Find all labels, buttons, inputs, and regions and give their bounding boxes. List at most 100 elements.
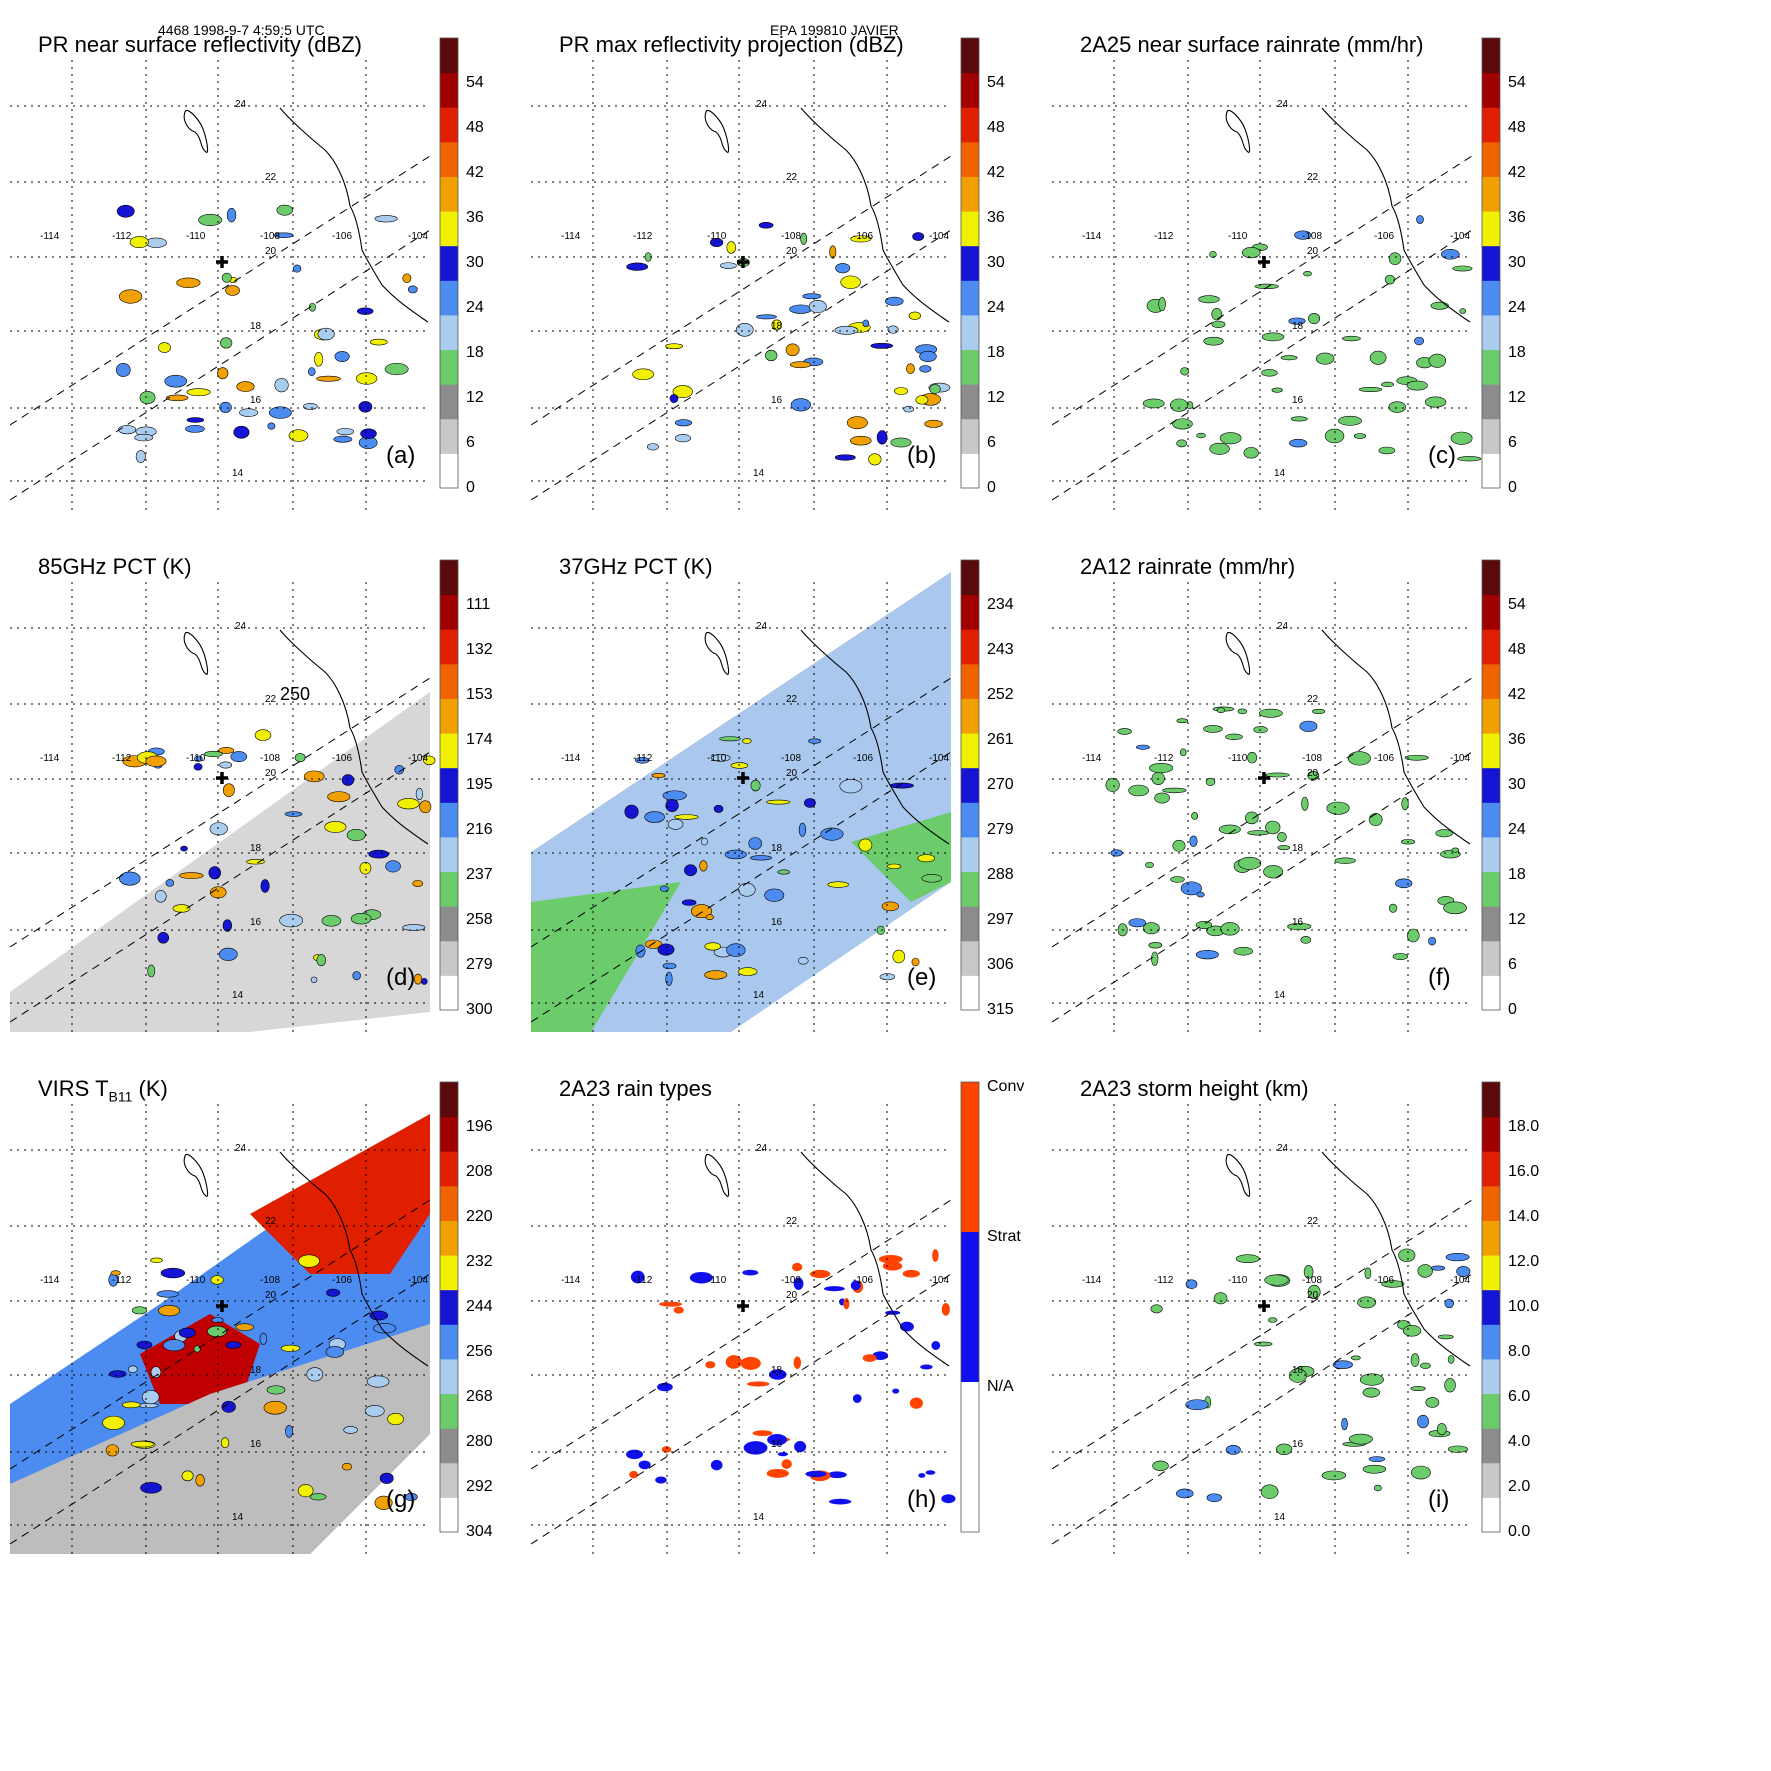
precip-cell	[1353, 433, 1366, 439]
lat-lon-grid	[10, 582, 430, 1032]
precip-cell	[742, 738, 752, 744]
colorbar-segment	[1482, 1185, 1500, 1221]
precip-cell	[876, 925, 885, 935]
precip-cell	[646, 443, 659, 451]
precip-cell	[314, 352, 324, 367]
colorbar-segment	[961, 594, 979, 630]
precip-cell	[1151, 771, 1165, 786]
precip-cell	[230, 751, 248, 763]
storm-center-marker	[737, 1300, 749, 1312]
colorbar-segment	[961, 38, 979, 74]
colorbar-tick-label: 36	[466, 209, 484, 226]
precip-cell	[1213, 1292, 1228, 1305]
colorbar-tick-label: 36	[1508, 731, 1526, 748]
precip-cell	[644, 811, 665, 823]
precip-cell	[303, 403, 318, 410]
precip-cell	[1373, 1484, 1382, 1492]
lon-tick-label: -114	[1082, 1275, 1102, 1286]
precip-cell	[805, 1470, 827, 1478]
precip-cell	[186, 417, 205, 423]
precip-cell	[724, 849, 747, 860]
lat-tick-label: 22	[786, 172, 798, 183]
precip-cell	[1288, 1368, 1307, 1383]
precip-cell	[764, 888, 785, 902]
precip-cell	[740, 1356, 761, 1370]
colorbar-tick-label: 12	[466, 389, 484, 406]
colorbar-segment	[440, 1255, 458, 1291]
coastline	[183, 629, 429, 845]
precip-cell	[208, 866, 221, 880]
precip-cell	[704, 970, 728, 980]
precip-cell	[412, 880, 424, 887]
precip-cell	[1424, 396, 1447, 408]
precip-cell	[1198, 295, 1220, 304]
precip-cell	[259, 1332, 268, 1345]
precip-cell	[221, 272, 232, 283]
precip-cell	[659, 885, 669, 892]
colorbar-segment	[1482, 280, 1500, 316]
colorbar-segment	[440, 245, 458, 281]
precip-cell	[1288, 317, 1306, 325]
precip-cell	[1275, 1443, 1293, 1455]
precip-cell	[924, 419, 943, 428]
precip-cell	[726, 241, 737, 254]
precip-cell	[276, 204, 293, 216]
precip-cell	[829, 1498, 852, 1505]
precip-cell	[748, 837, 763, 850]
precip-cell	[1303, 1265, 1314, 1279]
lon-tick-label: -112	[1154, 753, 1174, 764]
colorbar-segment	[1482, 245, 1500, 281]
lon-tick-label: -104	[408, 1275, 428, 1286]
lon-tick-label: -104	[929, 753, 949, 764]
colorbar-tick-label: 42	[466, 164, 484, 181]
precip-cell	[160, 1267, 186, 1279]
colorbar-tick-label: 237	[466, 866, 493, 883]
precip-cell	[394, 764, 405, 775]
colorbar-segment	[961, 1082, 979, 1232]
colorbar-segment	[961, 1382, 979, 1532]
precip-cell	[333, 435, 353, 443]
panel-h: -114 -112 -110 -108 -106 -104 14 16 18 20 22 24 2A2…	[531, 1074, 1071, 1634]
precip-cell	[1425, 1397, 1440, 1408]
colorbar-tick-label: 132	[466, 641, 493, 658]
precip-cell	[710, 237, 724, 247]
precip-cell	[1459, 308, 1467, 314]
precip-cell	[219, 401, 232, 413]
precip-cell	[150, 1257, 163, 1263]
precip-cell	[1189, 835, 1198, 847]
precip-cell	[1220, 922, 1240, 936]
map-plot: -114 -112 -110 -108 -106 -104 14 16 18 20 22 24	[1052, 559, 1501, 1032]
precip-cell	[1265, 820, 1281, 835]
panel-b: -114 -112 -110 -108 -106 -104 14 16 18 20 22 24 PR …	[531, 30, 1071, 590]
precip-cell	[827, 1471, 847, 1479]
precip-cell	[713, 804, 724, 813]
colorbar-tick-label: 258	[466, 911, 493, 928]
colorbar-segment	[961, 384, 979, 420]
colorbar-segment	[961, 836, 979, 873]
precip-cell	[1428, 936, 1437, 946]
colorbar-tick-label: 174	[466, 731, 493, 748]
colorbar-tick-label: 0	[466, 479, 475, 496]
colorbar-tick-label: 18.0	[1508, 1118, 1540, 1135]
field-cold-cloud	[250, 1114, 430, 1274]
precip-cell	[662, 790, 687, 801]
precip-cell	[1324, 428, 1345, 444]
precip-cell	[725, 1355, 742, 1369]
map-plot: -114 -112 -110 -108 -106 -104 14 16 18 20 22 24	[10, 1081, 459, 1554]
colorbar-segment	[440, 176, 458, 212]
precip-cell	[109, 1370, 127, 1378]
colorbar	[1481, 37, 1501, 489]
lat-tick-label: 18	[1292, 321, 1304, 332]
colorbar-segment	[1482, 975, 1500, 1011]
precip-cell	[1398, 1248, 1416, 1262]
precip-cell	[181, 1470, 194, 1482]
colorbar-segment	[1482, 1462, 1500, 1498]
precip-cell	[1436, 1423, 1447, 1436]
lat-tick-label: 14	[753, 468, 765, 479]
precip-cell	[102, 1415, 125, 1430]
lat-tick-label: 24	[1277, 1143, 1289, 1154]
precip-cell	[929, 384, 941, 394]
precip-cell	[260, 879, 270, 893]
colorbar-frame	[960, 559, 980, 1011]
precip-cell	[222, 783, 235, 798]
